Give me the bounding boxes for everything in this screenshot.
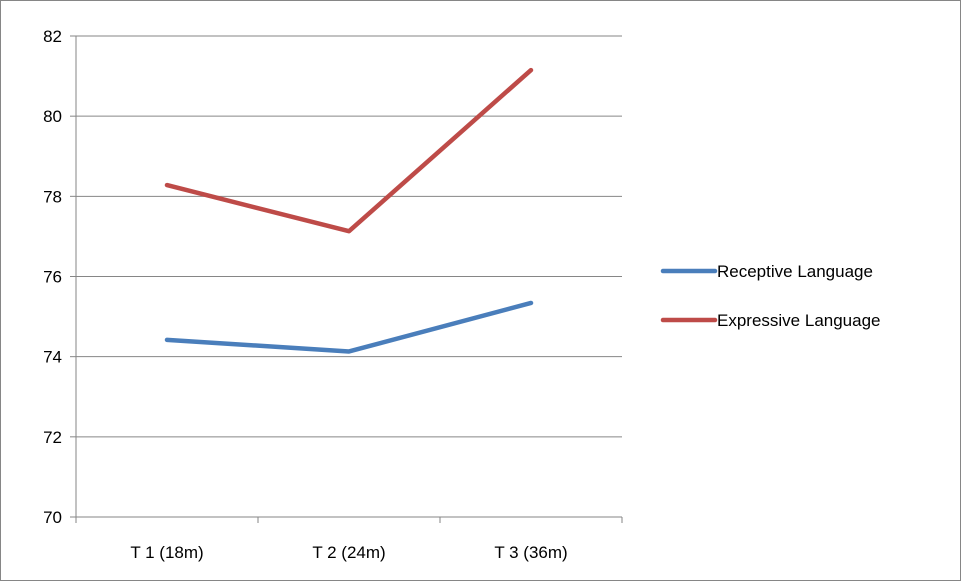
y-tick-label: 70 (43, 508, 62, 527)
y-tick-label: 80 (43, 107, 62, 126)
x-tick-label: T 3 (36m) (494, 543, 567, 562)
y-tick-label: 78 (43, 187, 62, 206)
legend: Receptive Language Expressive Language (660, 262, 881, 330)
y-tick-label: 76 (43, 268, 62, 287)
gridlines (76, 35, 622, 438)
y-tick-label: 82 (43, 27, 62, 46)
x-tick-label: T 1 (18m) (130, 543, 203, 562)
y-tick-label: 72 (43, 428, 62, 447)
legend-label: Expressive Language (717, 311, 881, 330)
axes (70, 35, 623, 523)
x-tick-labels: T 1 (18m) T 2 (24m) T 3 (36m) (130, 543, 567, 562)
x-tick-label: T 2 (24m) (312, 543, 385, 562)
y-tick-labels: 70 72 74 76 78 80 82 (43, 27, 62, 527)
legend-label: Receptive Language (717, 262, 873, 281)
y-tick-label: 74 (43, 348, 62, 367)
series-lines (164, 67, 534, 354)
